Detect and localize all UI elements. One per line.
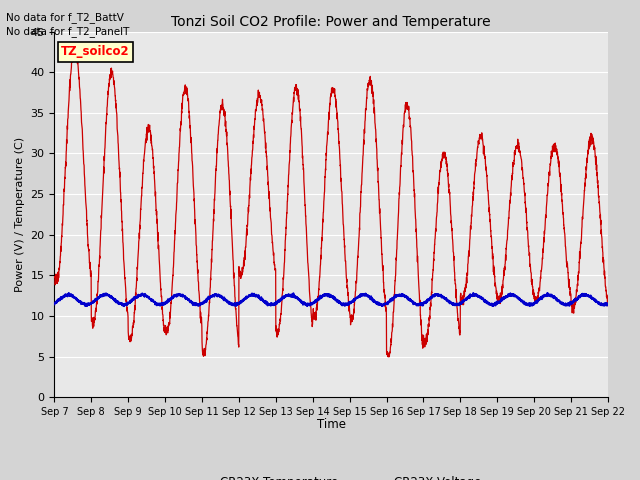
Text: No data for f_T2_BattV: No data for f_T2_BattV [6, 12, 124, 23]
Y-axis label: Power (V) / Temperature (C): Power (V) / Temperature (C) [15, 137, 25, 292]
X-axis label: Time: Time [317, 419, 346, 432]
Text: No data for f_T2_PanelT: No data for f_T2_PanelT [6, 26, 130, 37]
Legend: CR23X Temperature, CR23X Voltage: CR23X Temperature, CR23X Voltage [176, 471, 486, 480]
Text: TZ_soilco2: TZ_soilco2 [61, 45, 130, 59]
Title: Tonzi Soil CO2 Profile: Power and Temperature: Tonzi Soil CO2 Profile: Power and Temper… [172, 15, 491, 29]
